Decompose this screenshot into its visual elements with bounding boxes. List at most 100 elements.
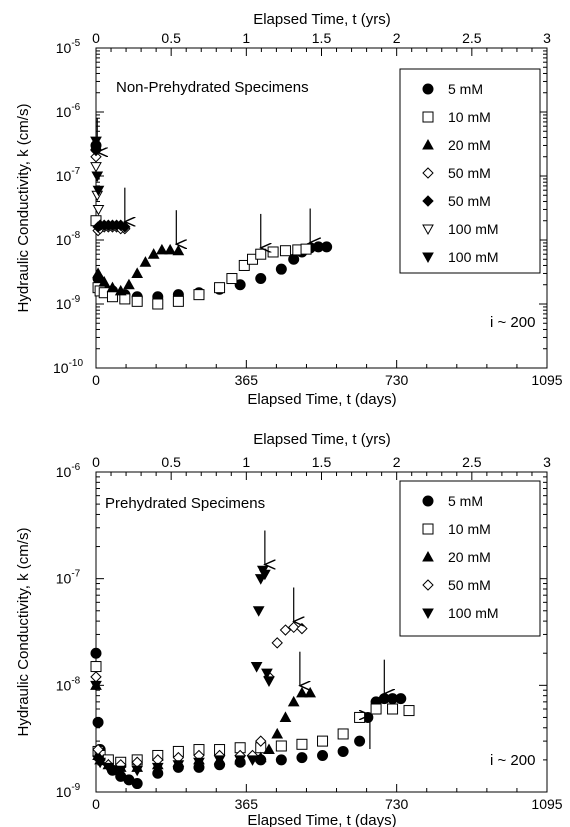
y-tick-label: 10-6	[56, 102, 81, 120]
data-point	[94, 757, 106, 769]
data-point	[354, 711, 366, 723]
data-point	[92, 743, 104, 756]
y-tick-label: 10-5	[56, 38, 81, 56]
data-point	[403, 705, 415, 717]
y-tick-exp: -9	[71, 782, 80, 793]
legend-label: 50 mM	[448, 577, 491, 593]
data-point	[254, 751, 267, 763]
data-point	[90, 136, 102, 148]
data-point	[131, 778, 143, 790]
y-tick-base: 10	[56, 677, 72, 693]
data-point	[321, 241, 333, 253]
data-point	[114, 284, 127, 296]
data-point	[172, 760, 185, 771]
data-point	[234, 755, 247, 766]
gradient-annotation: i ~ 200	[490, 314, 535, 331]
data-point	[147, 248, 160, 259]
data-marks	[90, 136, 333, 310]
x-tick-label: 365	[235, 372, 259, 388]
y-tick-exp: -6	[71, 462, 80, 473]
x2-tick-label: 0	[92, 454, 100, 470]
data-point	[156, 243, 168, 255]
y-tick-label: 10-9	[56, 782, 81, 800]
series-5-mm	[90, 139, 333, 303]
data-point	[271, 637, 283, 649]
legend-box	[399, 68, 541, 274]
x-tick-label: 730	[385, 372, 409, 388]
series-100-mm	[90, 565, 275, 777]
y-tick-exp: -5	[71, 38, 80, 49]
legend-marker	[422, 195, 434, 207]
data-point	[172, 295, 184, 307]
data-point	[98, 276, 111, 287]
y-tick-base: 10	[56, 296, 72, 312]
data-point	[370, 703, 382, 715]
data-point	[275, 754, 287, 766]
data-point	[261, 668, 273, 680]
data-point	[287, 695, 300, 707]
data-point	[151, 762, 164, 774]
y-tick-exp: -7	[71, 166, 80, 177]
y-tick-base: 10	[56, 40, 72, 56]
legend-marker	[422, 83, 434, 95]
x2-tick-label: 2.5	[462, 454, 482, 470]
legend-label: 100 mM	[448, 221, 499, 237]
data-point	[131, 765, 144, 777]
data-point	[395, 693, 407, 705]
y-tick-base: 10	[56, 464, 72, 480]
legend-marker	[422, 608, 434, 620]
legend-label: 50 mM	[448, 193, 491, 209]
data-point	[238, 259, 250, 271]
x2-tick-label: 1.5	[312, 30, 332, 46]
panel-label: Prehydrated Specimens	[105, 495, 265, 512]
legend-marker	[422, 495, 434, 507]
x2-tick-label: 2	[393, 454, 401, 470]
x2-tick-label: 0	[92, 30, 100, 46]
x-tick-label: 365	[235, 796, 259, 812]
legend-marker	[422, 224, 434, 236]
arrow-group	[97, 118, 310, 248]
x2-tick-label: 0.5	[161, 30, 181, 46]
x-tick-label: 0	[92, 796, 100, 812]
y-tick-exp: -7	[71, 569, 80, 580]
legend-marker	[422, 579, 434, 591]
data-point	[263, 676, 275, 687]
data-point	[337, 728, 349, 740]
y-tick-base: 10	[56, 232, 72, 248]
data-point	[279, 245, 291, 257]
data-point	[92, 204, 105, 216]
data-point	[131, 267, 144, 278]
data-point	[279, 711, 292, 722]
y-tick-label: 10-8	[56, 230, 81, 248]
data-point	[193, 289, 205, 301]
data-point	[226, 273, 238, 285]
legend-label: 100 mM	[448, 605, 499, 621]
data-point	[296, 686, 308, 698]
x2-tick-label: 3	[543, 30, 551, 46]
data-point	[214, 282, 226, 294]
legend-marker	[422, 138, 434, 150]
data-point	[259, 569, 271, 581]
data-point	[172, 244, 185, 256]
gradient-annotation: i ~ 200	[490, 752, 535, 769]
data-point	[279, 624, 292, 636]
x2-tick-label: 0.5	[161, 454, 181, 470]
x2-tick-label: 3	[543, 454, 551, 470]
data-point	[296, 738, 308, 750]
y-tick-base: 10	[56, 571, 72, 587]
legend-label: 5 mM	[448, 81, 483, 97]
data-point	[317, 749, 329, 761]
y-tick-exp: -6	[71, 102, 80, 113]
y-axis-title: Hydraulic Conductivity, k (cm/s)	[15, 528, 32, 737]
x-tick-label: 730	[385, 796, 409, 812]
data-point	[250, 662, 263, 673]
y-tick-label: 10-8	[56, 675, 81, 693]
legend-marker	[422, 167, 434, 179]
data-point	[275, 263, 287, 275]
series-10-mm	[90, 215, 312, 310]
x2-tick-label: 2	[393, 30, 401, 46]
x2-axis-title: Elapsed Time, t (yrs)	[253, 11, 391, 28]
series-50-mm	[90, 144, 131, 233]
data-point	[131, 295, 143, 307]
x2-axis-title: Elapsed Time, t (yrs)	[253, 431, 391, 448]
